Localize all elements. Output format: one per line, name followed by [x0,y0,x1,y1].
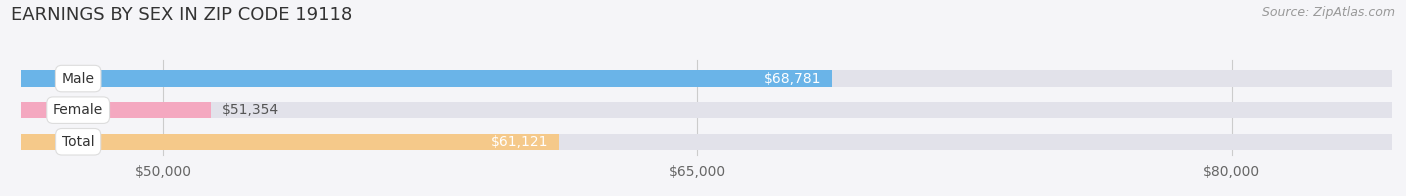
Bar [21,102,211,118]
Text: Source: ZipAtlas.com: Source: ZipAtlas.com [1261,6,1395,19]
Text: Male: Male [62,72,94,86]
Text: Female: Female [53,103,103,117]
Text: $68,781: $68,781 [763,72,821,86]
Bar [21,133,1392,150]
Bar [21,133,560,150]
Bar [21,102,1392,118]
Bar [21,70,832,87]
Text: Total: Total [62,135,94,149]
Bar [21,70,1392,87]
Text: $61,121: $61,121 [491,135,548,149]
Text: $51,354: $51,354 [222,103,280,117]
Text: EARNINGS BY SEX IN ZIP CODE 19118: EARNINGS BY SEX IN ZIP CODE 19118 [11,6,353,24]
